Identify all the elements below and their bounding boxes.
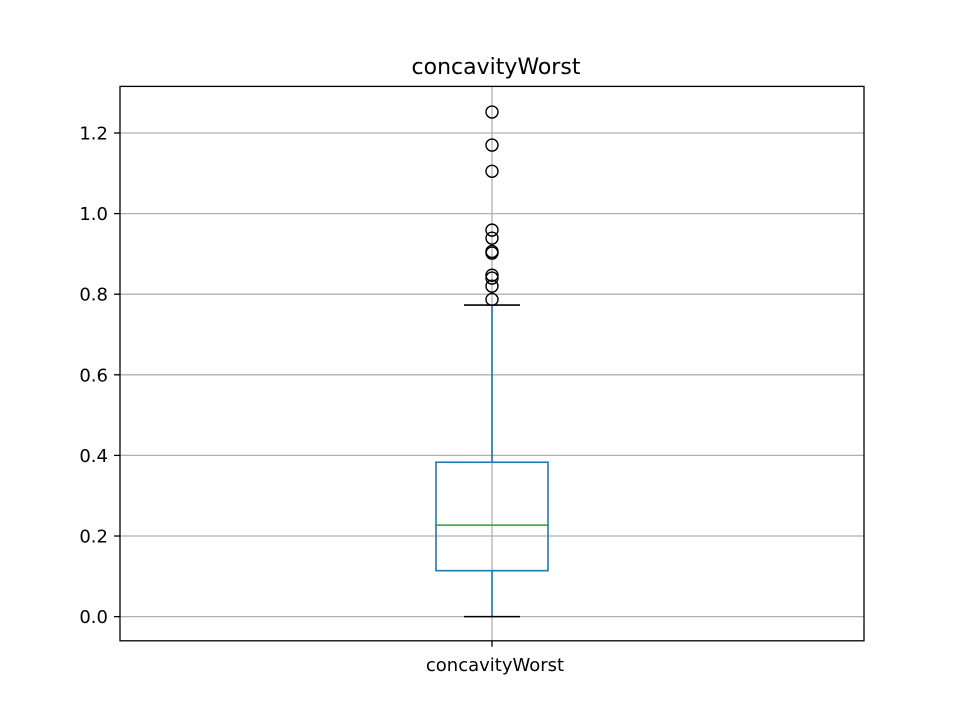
- outlier-point: [485, 279, 499, 293]
- x-axis-ticks: concavityWorst: [426, 640, 564, 676]
- iqr-box: [435, 461, 549, 572]
- outlier-point: [485, 223, 499, 237]
- y-tick-label: 1.0: [79, 204, 108, 225]
- outlier-point: [485, 231, 499, 245]
- box-plot: [435, 304, 549, 618]
- outlier-points: [485, 105, 499, 307]
- outlier-point: [485, 268, 499, 282]
- y-tick-label: 0.0: [79, 607, 108, 628]
- y-axis-ticks: 0.0 0.2 0.4 0.6 0.8 1.0 1.2: [79, 123, 120, 628]
- outlier-point: [485, 244, 499, 259]
- x-tick-label: concavityWorst: [426, 655, 564, 676]
- y-tick-label: 0.2: [79, 527, 108, 548]
- chart-title: concavityWorst: [412, 55, 581, 80]
- outlier-point: [485, 164, 499, 178]
- y-tick-label: 1.2: [79, 123, 108, 144]
- y-tick-label: 0.4: [79, 446, 108, 467]
- outlier-point: [485, 292, 499, 307]
- outlier-point: [485, 138, 499, 152]
- y-tick-label: 0.6: [79, 365, 108, 386]
- outlier-point: [485, 105, 499, 119]
- y-tick-label: 0.8: [79, 285, 108, 306]
